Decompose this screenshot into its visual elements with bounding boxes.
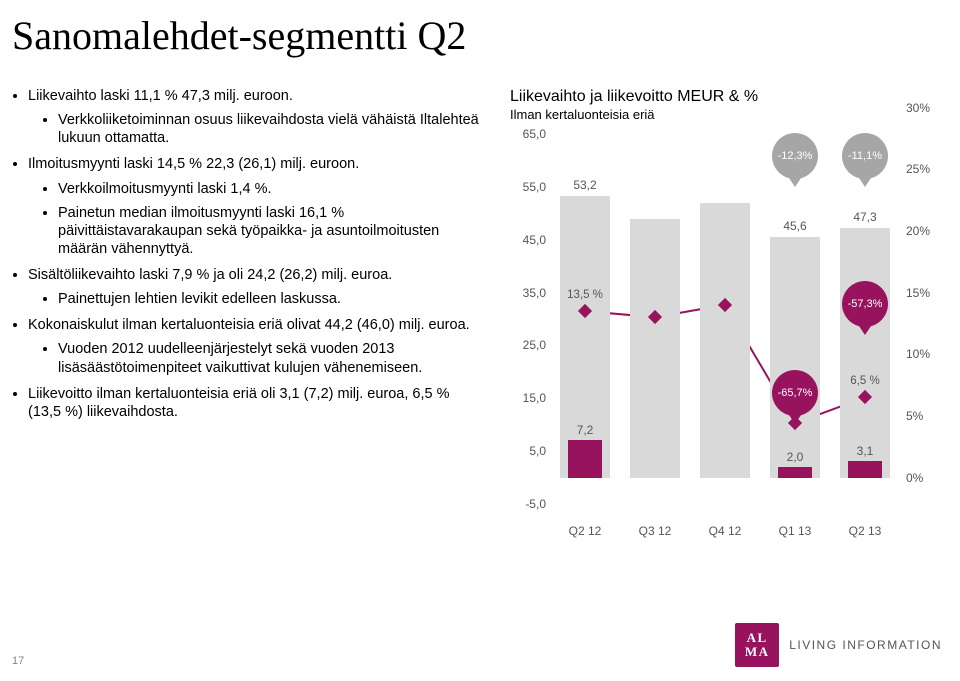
profit-bar (848, 461, 882, 477)
y-left-tick: 5,0 (510, 444, 546, 458)
x-tick: Q3 12 (639, 524, 672, 538)
bullet-1a: Verkkoliiketoiminnan osuus liikevaihdost… (58, 111, 482, 147)
page-number: 17 (12, 655, 24, 667)
bullet-list-column: Liikevaihto laski 11,1 % 47,3 milj. euro… (12, 87, 482, 536)
chart-title: Liikevaihto ja liikevoitto MEUR & % (510, 87, 948, 107)
change-bubble: -57,3% (842, 281, 888, 327)
y-right-tick: 15% (906, 286, 940, 300)
y-left-tick: -5,0 (510, 497, 546, 511)
y-left-tick: 65,0 (510, 127, 546, 141)
y-right-tick: 20% (906, 224, 940, 238)
bullet-2b: Painetun median ilmoitusmyynti laski 16,… (58, 204, 482, 258)
y-right-tick: 30% (906, 101, 940, 115)
bullet-5: Liikevoitto ilman kertaluonteisia eriä o… (28, 385, 482, 421)
bullet-3: Sisältöliikevaihto laski 7,9 % ja oli 24… (28, 266, 482, 308)
profit-bar-label: 7,2 (577, 423, 594, 437)
page-title: Sanomalehdet-segmentti Q2 (0, 0, 960, 59)
y-left-tick: 55,0 (510, 180, 546, 194)
bullet-2: Ilmoitusmyynti laski 14,5 % 22,3 (26,1) … (28, 155, 482, 258)
bullet-3a: Painettujen lehtien levikit edelleen las… (58, 290, 482, 308)
x-tick: Q2 13 (849, 524, 882, 538)
revenue-bar-label: 47,3 (853, 210, 876, 224)
change-bubble: -12,3% (772, 133, 818, 179)
y-left-tick: 45,0 (510, 233, 546, 247)
bullet-4: Kokonaiskulut ilman kertaluonteisia eriä… (28, 316, 482, 376)
alma-logo-icon: ALMA (735, 623, 779, 667)
change-bubble: -11,1% (842, 133, 888, 179)
combo-chart: 53,245,647,37,22,03,113,5 %4,4 %6,5 %-12… (510, 126, 940, 536)
revenue-bar-label: 53,2 (573, 178, 596, 192)
change-bubble: -65,7% (772, 370, 818, 416)
bullet-4-text: Kokonaiskulut ilman kertaluonteisia eriä… (28, 317, 470, 333)
bullet-2a: Verkkoilmoitusmyynti laski 1,4 %. (58, 180, 482, 198)
revenue-bar (840, 228, 890, 478)
margin-label: 6,5 % (850, 375, 879, 387)
revenue-bar (630, 219, 680, 478)
revenue-bar-label: 45,6 (783, 219, 806, 233)
y-left-tick: 15,0 (510, 391, 546, 405)
bullet-1-text: Liikevaihto laski 11,1 % 47,3 milj. euro… (28, 88, 293, 104)
y-right-tick: 10% (906, 347, 940, 361)
chart-column: Liikevaihto ja liikevoitto MEUR & % Ilma… (482, 87, 948, 536)
y-left-tick: 35,0 (510, 286, 546, 300)
revenue-bar (770, 237, 820, 478)
y-left-tick: 25,0 (510, 338, 546, 352)
x-tick: Q2 12 (569, 524, 602, 538)
profit-bar (778, 467, 812, 478)
profit-bar-label: 3,1 (857, 444, 874, 458)
brand-tagline: LIVING INFORMATION (789, 638, 942, 652)
profit-bar-label: 2,0 (787, 450, 804, 464)
bullet-2-text: Ilmoitusmyynti laski 14,5 % 22,3 (26,1) … (28, 156, 359, 172)
footer-brand: ALMA LIVING INFORMATION (735, 623, 942, 667)
revenue-bar (700, 203, 750, 478)
x-tick: Q1 13 (779, 524, 812, 538)
bullet-4a: Vuoden 2012 uudelleenjärjestelyt sekä vu… (58, 340, 482, 376)
profit-bar (568, 440, 602, 478)
bullet-3-text: Sisältöliikevaihto laski 7,9 % ja oli 24… (28, 267, 392, 283)
y-right-tick: 25% (906, 162, 940, 176)
y-right-tick: 0% (906, 471, 940, 485)
slide-content: Liikevaihto laski 11,1 % 47,3 milj. euro… (0, 59, 960, 536)
y-right-tick: 5% (906, 409, 940, 423)
bullet-1: Liikevaihto laski 11,1 % 47,3 milj. euro… (28, 87, 482, 147)
margin-label: 13,5 % (567, 289, 603, 301)
chart-subtitle: Ilman kertaluonteisia eriä (510, 107, 948, 122)
plot-area: 53,245,647,37,22,03,113,5 %4,4 %6,5 %-12… (550, 134, 900, 504)
logo-line-2: MA (745, 644, 770, 659)
x-tick: Q4 12 (709, 524, 742, 538)
